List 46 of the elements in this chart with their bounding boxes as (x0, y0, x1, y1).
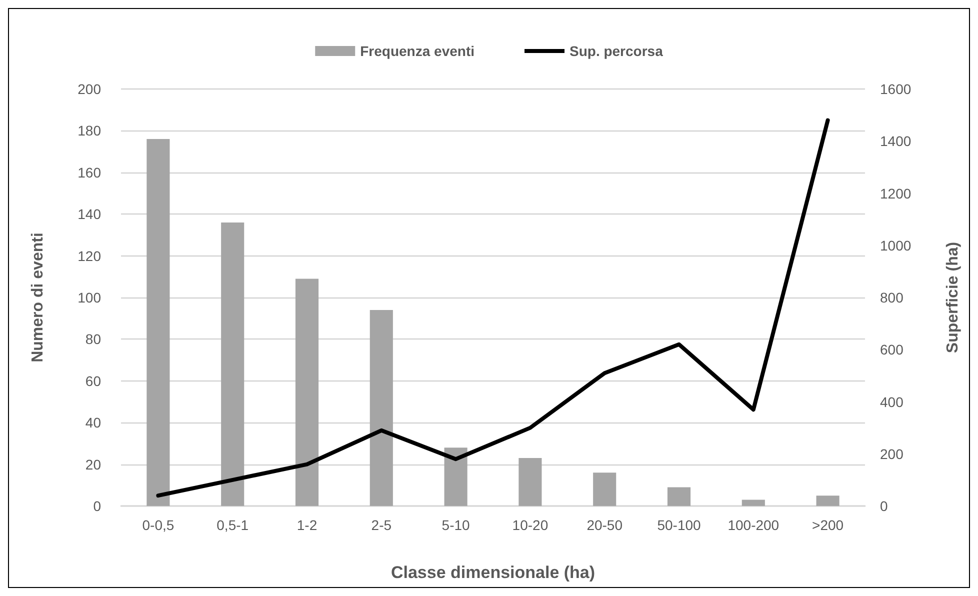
y-tick-label: 140 (78, 206, 102, 222)
y-tick-label: 160 (78, 164, 102, 180)
x-tick-label: 0,5-1 (216, 517, 249, 533)
bar (593, 472, 616, 506)
legend-label: Sup. percorsa (570, 43, 664, 59)
y2-tick-label: 1400 (880, 133, 912, 150)
x-tick-label: 20-50 (586, 517, 623, 533)
x-tick-label: 5-10 (442, 517, 470, 533)
y2-tick-label: 1600 (880, 81, 912, 97)
x-tick-label: 50-100 (657, 517, 702, 533)
x-tick-label: 0-0,5 (142, 517, 174, 533)
y2-tick-label: 800 (880, 290, 904, 306)
y-tick-label: 200 (78, 81, 102, 97)
bar (146, 139, 170, 506)
y-tick-label: 80 (85, 331, 102, 348)
y2-tick-label: 200 (880, 446, 904, 462)
y2-tick-label: 400 (880, 394, 904, 410)
y-axis-title: Numero di eventi (30, 232, 46, 362)
bar (518, 458, 542, 506)
x-tick-label: >200 (812, 517, 844, 533)
bar (444, 448, 468, 506)
x-tick-label: 100-200 (728, 517, 780, 533)
y2-axis-title: Superficie (ha) (944, 242, 962, 354)
y2-tick-label: 1200 (880, 185, 912, 202)
y-tick-label: 40 (85, 414, 102, 431)
bar (816, 496, 840, 506)
y2-tick-label: 1000 (880, 237, 912, 254)
y-tick-label: 120 (78, 248, 102, 264)
line-series (156, 118, 830, 498)
y-tick-label: 180 (78, 122, 102, 139)
y-tick-label: 100 (78, 290, 102, 306)
x-tick-label: 10-20 (512, 517, 548, 533)
bar (742, 500, 765, 506)
y-tick-label: 20 (85, 456, 102, 472)
y2-tick-label: 600 (880, 342, 904, 358)
y-tick-label: 0 (93, 498, 102, 514)
y2-tick-label: 0 (880, 498, 888, 514)
y-tick-label: 60 (85, 372, 102, 389)
bar (295, 278, 319, 506)
bar (370, 310, 393, 506)
x-tick-label: 1-2 (296, 517, 318, 533)
bar (221, 222, 244, 506)
x-tick-label: 2-5 (371, 517, 392, 533)
x-axis-title: Classe dimensionale (ha) (390, 563, 596, 582)
legend-label: Frequenza eventi (360, 43, 475, 59)
bar (667, 487, 691, 506)
